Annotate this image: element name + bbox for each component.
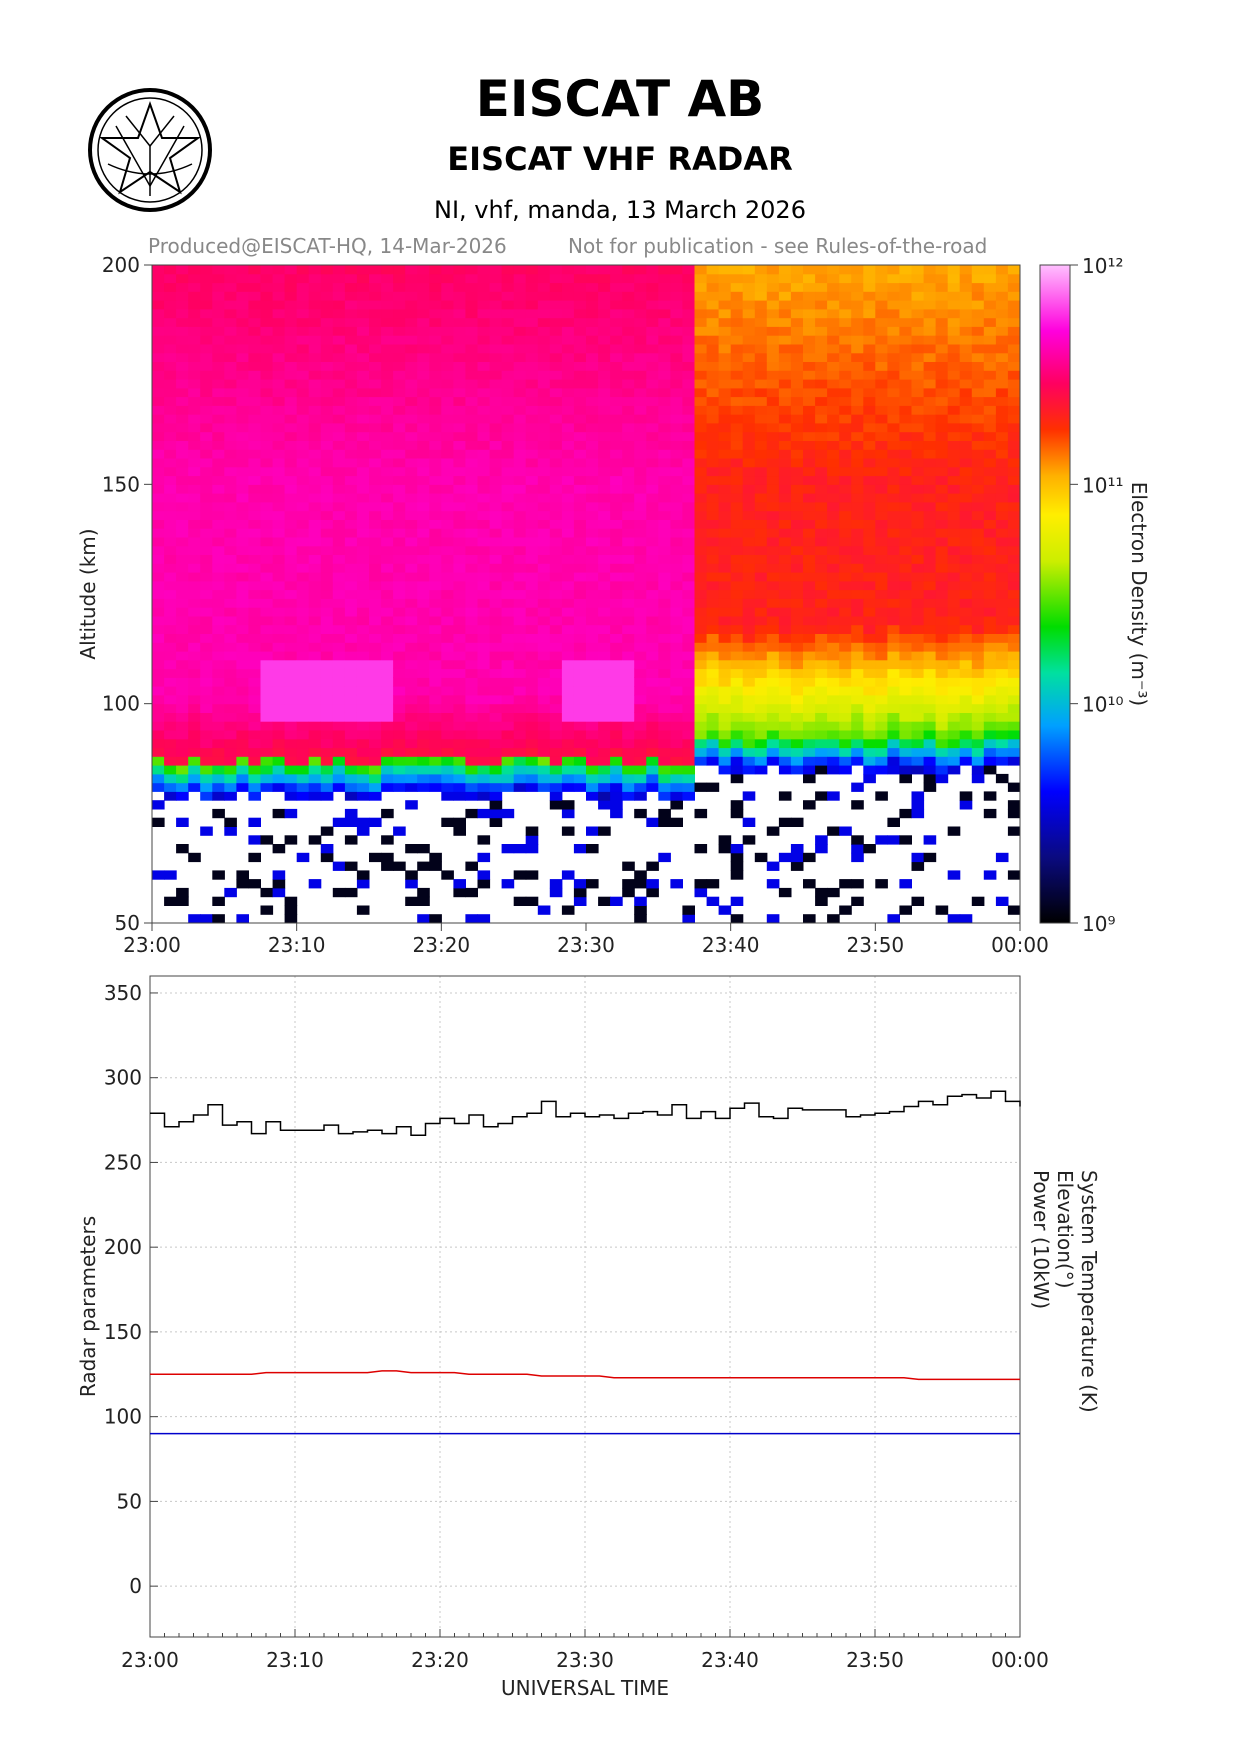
x-tick-label: 23:10 [268,933,326,957]
x-tick-label: 23:00 [123,933,181,957]
experiment-info: NI, vhf, manda, 13 March 2026 [434,196,806,224]
colorbar-tick-label: 10¹² [1082,254,1123,278]
legend-entry: Power (10kW) [1029,1170,1053,1309]
x-tick-label: 23:50 [846,1648,904,1672]
y-tick-label: 350 [104,981,142,1005]
y-tick-label: 200 [104,1235,142,1259]
legend-entry: Elevation(°) [1053,1170,1077,1289]
density-heatmap [152,265,1021,924]
x-tick-label: 23:20 [413,933,471,957]
eiscat-logo [88,88,212,212]
y-tick-label: 300 [104,1066,142,1090]
y-tick-label: 150 [104,1320,142,1344]
y-tick-label: 150 [102,472,140,496]
legend-entry: System Temperature (K) [1077,1170,1101,1413]
radar-parameters-lines [150,1090,1021,1435]
colorbar-tick-label: 10⁹ [1082,912,1115,936]
colorbar-ticks: 10⁹ 10¹⁰ 10¹¹ 10¹² Electron Density (m⁻³) [1070,254,1151,936]
y-tick-label: 100 [102,692,140,716]
x-tick-label: 23:20 [411,1648,469,1672]
produced-note: Produced@EISCAT-HQ, 14-Mar-2026 [148,234,507,258]
x-axis-label: UNIVERSAL TIME [501,1676,669,1700]
colorbar [1039,264,1071,924]
y-tick-label: 100 [104,1405,142,1429]
colorbar-tick-label: 10¹⁰ [1082,693,1123,717]
x-tick-label: 23:40 [702,933,760,957]
colorbar-tick-label: 10¹¹ [1082,473,1123,497]
publication-notice: Not for publication - see Rules-of-the-r… [568,234,988,258]
x-tick-label: 23:40 [701,1648,759,1672]
heatmap-axes: 50 100 150 200 23:00 23:10 23:20 23:30 23:40 23:5… [76,253,1049,957]
series-line [150,1090,1021,1137]
series-line [150,1370,1020,1381]
x-tick-label: 23:30 [556,1648,614,1672]
y-axis-label: Altitude (km) [76,528,100,659]
y-tick-label: 50 [117,1489,142,1513]
page-subtitle: EISCAT VHF RADAR [447,140,793,178]
y-tick-label: 200 [102,253,140,277]
y-axis-label: Radar parameters [76,1216,100,1397]
x-tick-label: 23:10 [266,1648,324,1672]
x-tick-label: 00:00 [991,1648,1049,1672]
x-tick-label: 23:30 [557,933,615,957]
colorbar-label: Electron Density (m⁻³) [1127,482,1151,706]
line-frame [149,975,1021,1638]
x-tick-label: 00:00 [991,933,1049,957]
radar-parameters-axes: 23:00 23:10 23:20 23:30 23:40 23:50 00:00 0 50 10… [76,975,1101,1700]
page-title: EISCAT AB [475,70,765,128]
y-tick-label: 250 [104,1150,142,1174]
x-tick-label: 23:00 [121,1648,179,1672]
y-tick-label: 50 [115,911,140,935]
x-tick-label: 23:50 [847,933,905,957]
y-tick-label: 0 [129,1574,142,1598]
